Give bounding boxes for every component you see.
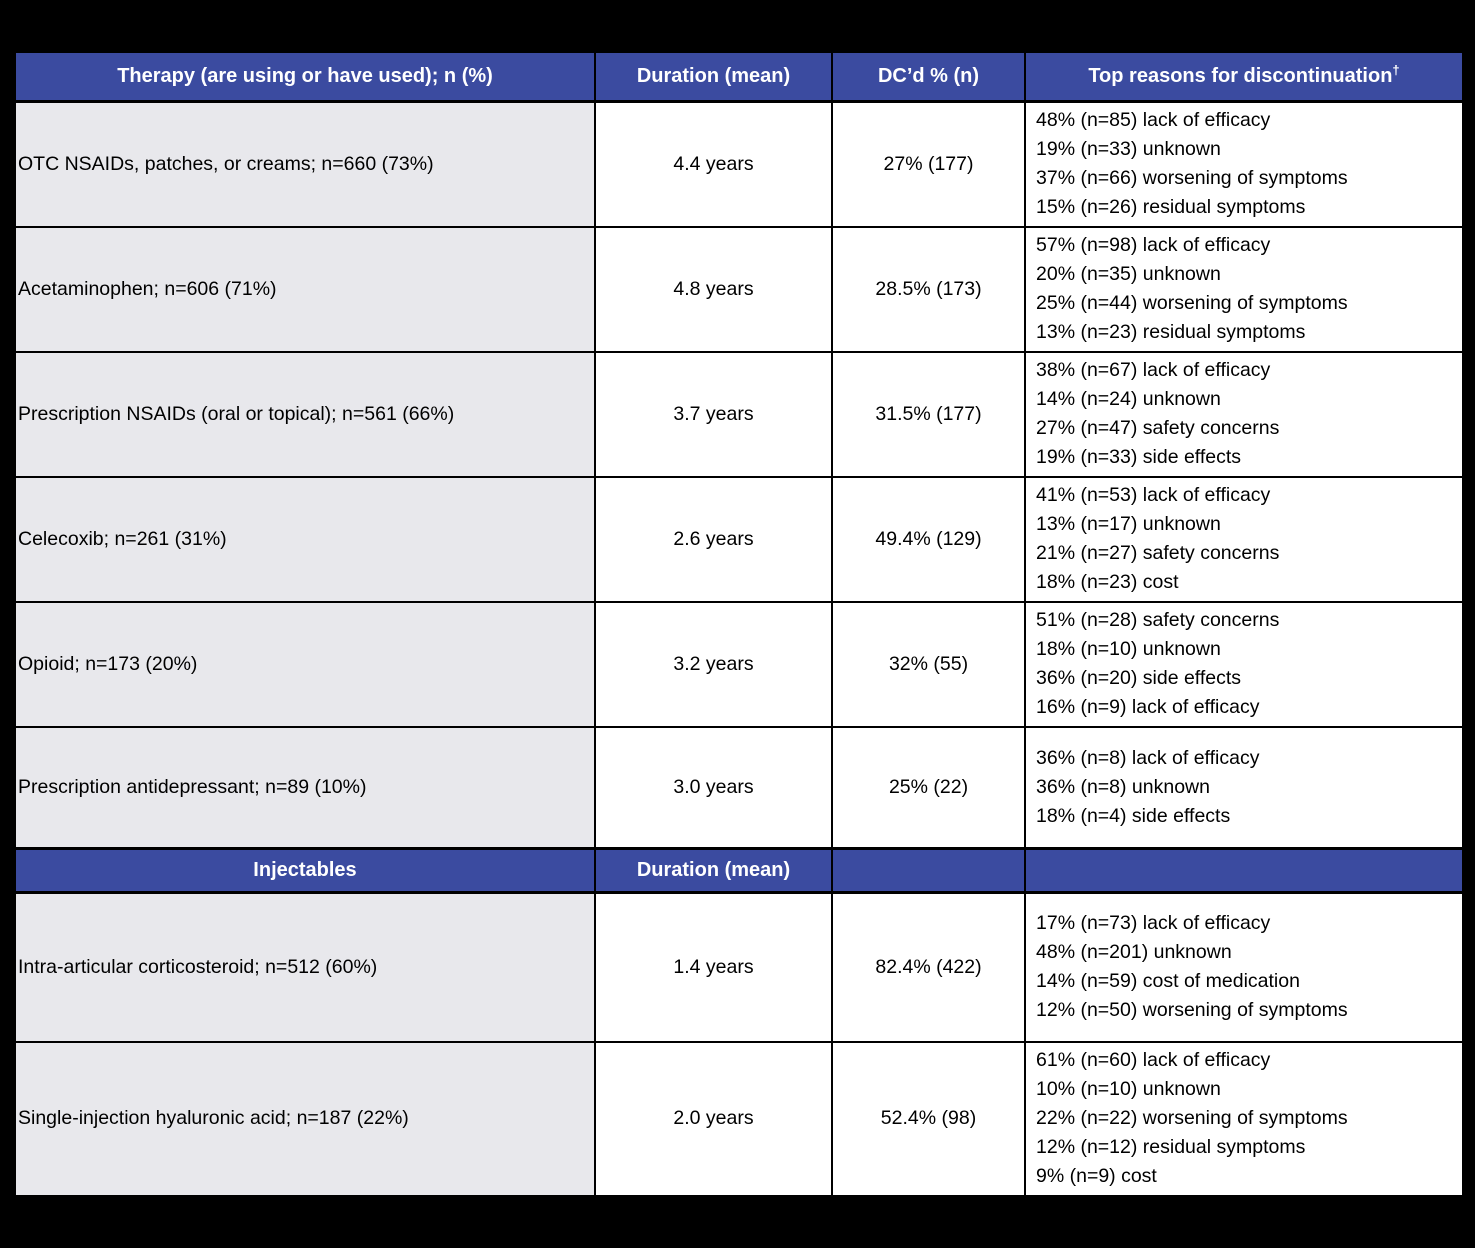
reason-line: 36% (n=8) unknown: [1036, 775, 1210, 798]
reason-line: 21% (n=27) safety concerns: [1036, 542, 1280, 564]
table-row-opioid: Opioid; n=173 (20%) 3.2 years 32% (55) 5…: [14, 600, 1464, 728]
injectables-header-empty-dcd: [831, 847, 1026, 894]
reason-line: 36% (n=20) side effects: [1036, 667, 1242, 689]
table-header-row: Therapy (are using or have used); n (%) …: [14, 50, 1464, 103]
table-row-ia-corticosteroid: Intra-articular corticosteroid; n=512 (6…: [14, 891, 1464, 1043]
duration-cell: 3.2 years: [594, 600, 833, 728]
reason-line: 37% (n=66) worsening of symptoms: [1036, 167, 1348, 190]
dcd-cell: 49.4% (129): [831, 475, 1026, 603]
reason-line: 12% (n=50) worsening of symptoms: [1036, 999, 1348, 1022]
reason-line: 48% (n=85) lack of efficacy: [1036, 109, 1271, 132]
duration-cell: 4.4 years: [594, 100, 833, 228]
injectables-header-row: Injectables Duration (mean): [14, 847, 1464, 894]
dcd-cell: 27% (177): [831, 100, 1026, 228]
therapy-cell: Acetaminophen; n=606 (71%): [14, 225, 596, 353]
therapy-cell: Intra-articular corticosteroid; n=512 (6…: [14, 891, 596, 1043]
reason-line: 41% (n=53) lack of efficacy: [1036, 484, 1271, 506]
reasons-cell: 41% (n=53) lack of efficacy 13% (n=17) un…: [1024, 475, 1464, 603]
dcd-cell: 25% (22): [831, 725, 1026, 850]
reason-line: 22% (n=22) worsening of symptoms: [1036, 1107, 1348, 1129]
reasons-cell: 48% (n=85) lack of efficacy 19% (n=33) un…: [1024, 100, 1464, 228]
table-row-celecoxib: Celecoxib; n=261 (31%) 2.6 years 49.4% (…: [14, 475, 1464, 603]
reasons-cell: 36% (n=8) lack of efficacy 36% (n=8) unkn…: [1024, 725, 1464, 850]
duration-cell: 1.4 years: [594, 891, 833, 1043]
reason-line: 9% (n=9) cost: [1036, 1165, 1157, 1187]
duration-cell: 3.0 years: [594, 725, 833, 850]
reasons-cell: 38% (n=67) lack of efficacy 14% (n=24) un…: [1024, 350, 1464, 478]
injectables-header-label: Injectables: [14, 847, 596, 894]
reason-line: 13% (n=17) unknown: [1036, 513, 1221, 535]
reason-line: 18% (n=23) cost: [1036, 571, 1179, 593]
reason-line: 19% (n=33) side effects: [1036, 446, 1242, 468]
reason-line: 14% (n=24) unknown: [1036, 388, 1221, 410]
dagger-footnote-marker: †: [1392, 62, 1400, 78]
reason-line: 18% (n=10) unknown: [1036, 638, 1221, 660]
dcd-cell: 31.5% (177): [831, 350, 1026, 478]
therapy-cell: Prescription NSAIDs (oral or topical); n…: [14, 350, 596, 478]
therapy-cell: Single-injection hyaluronic acid; n=187 …: [14, 1040, 596, 1197]
injectables-header-empty-reasons: [1024, 847, 1464, 894]
col-header-reasons: Top reasons for discontinuation†: [1024, 50, 1464, 103]
reason-line: 14% (n=59) cost of medication: [1036, 970, 1300, 993]
table-row-acetaminophen: Acetaminophen; n=606 (71%) 4.8 years 28.…: [14, 225, 1464, 353]
table-row-prescription-nsaids: Prescription NSAIDs (oral or topical); n…: [14, 350, 1464, 478]
reason-line: 19% (n=33) unknown: [1036, 138, 1221, 161]
table-row-hyaluronic-acid: Single-injection hyaluronic acid; n=187 …: [14, 1040, 1464, 1197]
reason-line: 38% (n=67) lack of efficacy: [1036, 359, 1271, 381]
duration-cell: 2.0 years: [594, 1040, 833, 1197]
reason-line: 61% (n=60) lack of efficacy: [1036, 1049, 1271, 1071]
dcd-cell: 32% (55): [831, 600, 1026, 728]
reason-line: 18% (n=4) side effects: [1036, 804, 1231, 827]
duration-cell: 4.8 years: [594, 225, 833, 353]
reasons-cell: 51% (n=28) safety concerns 18% (n=10) unk…: [1024, 600, 1464, 728]
reason-line: 15% (n=26) residual symptoms: [1036, 196, 1306, 219]
reason-line: 27% (n=47) safety concerns: [1036, 417, 1280, 439]
therapy-cell: Opioid; n=173 (20%): [14, 600, 596, 728]
therapy-cell: Celecoxib; n=261 (31%): [14, 475, 596, 603]
col-header-therapy: Therapy (are using or have used); n (%): [14, 50, 596, 103]
reason-line: 57% (n=98) lack of efficacy: [1036, 234, 1271, 256]
reason-line: 20% (n=35) unknown: [1036, 263, 1221, 285]
table-row-otc-nsaids: OTC NSAIDs, patches, or creams; n=660 (7…: [14, 100, 1464, 228]
reason-line: 36% (n=8) lack of efficacy: [1036, 746, 1260, 769]
dcd-cell: 82.4% (422): [831, 891, 1026, 1043]
reason-line: 48% (n=201) unknown: [1036, 941, 1232, 964]
reason-line: 10% (n=10) unknown: [1036, 1078, 1221, 1100]
table-row-antidepressant: Prescription antidepressant; n=89 (10%) …: [14, 725, 1464, 850]
duration-cell: 3.7 years: [594, 350, 833, 478]
reasons-cell: 17% (n=73) lack of efficacy 48% (n=201) u…: [1024, 891, 1464, 1043]
reason-line: 25% (n=44) worsening of symptoms: [1036, 292, 1348, 314]
reasons-cell: 61% (n=60) lack of efficacy 10% (n=10) un…: [1024, 1040, 1464, 1197]
dcd-cell: 52.4% (98): [831, 1040, 1026, 1197]
duration-cell: 2.6 years: [594, 475, 833, 603]
reason-line: 51% (n=28) safety concerns: [1036, 609, 1280, 631]
col-header-dcd: DC’d % (n): [831, 50, 1026, 103]
injectables-header-duration: Duration (mean): [594, 847, 833, 894]
therapy-cell: OTC NSAIDs, patches, or creams; n=660 (7…: [14, 100, 596, 228]
reason-line: 12% (n=12) residual symptoms: [1036, 1136, 1306, 1158]
reason-line: 13% (n=23) residual symptoms: [1036, 321, 1306, 343]
reasons-cell: 57% (n=98) lack of efficacy 20% (n=35) un…: [1024, 225, 1464, 353]
dcd-cell: 28.5% (173): [831, 225, 1026, 353]
col-header-reasons-label: Top reasons for discontinuation: [1088, 65, 1393, 87]
reason-line: 17% (n=73) lack of efficacy: [1036, 912, 1271, 935]
reason-line: 16% (n=9) lack of efficacy: [1036, 696, 1260, 718]
therapy-cell: Prescription antidepressant; n=89 (10%): [14, 725, 596, 850]
col-header-duration: Duration (mean): [594, 50, 833, 103]
therapy-discontinuation-table: Therapy (are using or have used); n (%) …: [14, 50, 1464, 1197]
